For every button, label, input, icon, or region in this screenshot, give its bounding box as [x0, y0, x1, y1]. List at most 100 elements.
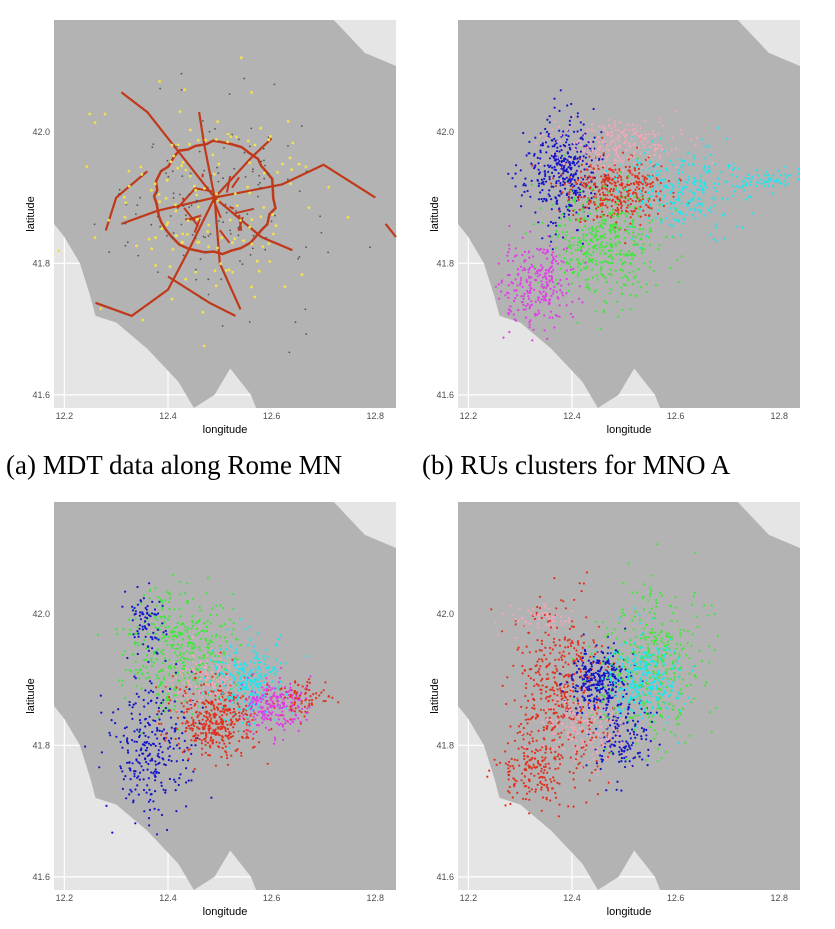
data-point-magenta — [291, 721, 295, 724]
data-point-magenta — [306, 707, 309, 710]
data-point-magenta — [536, 247, 539, 250]
data-point-yellow — [272, 232, 275, 236]
data-point-red — [230, 754, 233, 757]
data-point-blue — [592, 107, 595, 111]
data-point-blue — [563, 157, 566, 160]
data-point-red — [249, 730, 252, 733]
data-point-red — [201, 701, 204, 704]
data-point-pink — [585, 130, 588, 133]
y-tick-label: 41.6 — [436, 390, 454, 400]
data-point-red — [549, 778, 552, 781]
data-point-red — [227, 691, 230, 694]
data-point-green — [665, 235, 668, 239]
data-point-yellow — [248, 191, 252, 195]
data-point-red — [194, 739, 198, 742]
data-point-red — [234, 696, 238, 699]
data-point-cyan — [713, 186, 716, 189]
data-point-blue — [552, 185, 555, 188]
data-point-green — [611, 228, 614, 231]
data-point-cyan — [242, 686, 245, 689]
data-point-yellow — [189, 128, 192, 132]
data-point-blue — [574, 172, 577, 175]
data-point-blue — [151, 612, 154, 615]
data-point-green — [584, 252, 588, 255]
data-point-cyan — [252, 645, 256, 648]
data-point-magenta — [260, 711, 264, 714]
data-point-red — [232, 731, 235, 734]
data-point-red — [582, 582, 585, 585]
data-point-red — [595, 701, 598, 704]
data-point-red — [519, 722, 523, 726]
data-point-red — [592, 167, 595, 170]
data-point-blue — [138, 719, 142, 722]
data-point-blue — [181, 759, 185, 762]
data-point-blue — [143, 620, 147, 623]
data-point-red — [602, 213, 605, 216]
data-point-red — [595, 207, 598, 210]
data-point-cyan — [700, 189, 703, 192]
data-point-pink — [559, 179, 562, 182]
data-point-magenta — [512, 259, 515, 263]
data-point-green — [215, 633, 218, 636]
data-point-dark — [202, 120, 204, 122]
data-point-green — [577, 236, 580, 240]
data-point-red — [208, 754, 212, 757]
data-point-red — [543, 654, 546, 657]
data-point-pink — [215, 693, 218, 696]
data-point-blue — [520, 205, 523, 208]
data-point-dark — [210, 175, 213, 177]
data-point-red — [581, 659, 584, 662]
data-point-blue — [179, 773, 182, 776]
data-point-red — [204, 706, 207, 709]
data-point-red — [224, 727, 227, 730]
data-point-red — [638, 187, 641, 190]
data-point-red — [182, 705, 185, 708]
data-point-dark — [228, 93, 231, 95]
data-point-red — [521, 672, 524, 675]
data-point-cyan — [717, 126, 720, 130]
data-point-cyan — [252, 688, 255, 691]
data-point-red — [531, 715, 534, 718]
data-point-red — [539, 708, 542, 711]
data-point-cyan — [735, 185, 738, 188]
data-point-green — [595, 263, 598, 266]
data-point-red — [192, 719, 195, 722]
data-point-blue — [161, 690, 164, 693]
data-point-cyan — [692, 198, 695, 202]
data-point-magenta — [250, 690, 253, 693]
data-point-dark — [273, 83, 276, 86]
data-point-green — [140, 642, 143, 645]
data-point-green — [135, 685, 138, 688]
data-point-red — [212, 704, 216, 707]
data-point-red — [615, 221, 618, 224]
data-point-green — [573, 208, 576, 211]
data-point-blue — [553, 97, 556, 100]
data-point-blue — [157, 808, 160, 811]
data-point-red — [211, 675, 214, 678]
data-point-green — [212, 660, 215, 663]
data-point-blue — [566, 138, 569, 141]
data-point-red — [558, 782, 561, 785]
data-point-red — [636, 174, 639, 178]
data-point-green — [150, 622, 153, 625]
data-point-green — [623, 274, 626, 277]
data-point-pink — [590, 122, 594, 125]
data-point-green — [617, 199, 620, 202]
data-point-green — [530, 183, 533, 186]
data-point-red — [629, 222, 632, 225]
data-point-red — [532, 678, 535, 682]
data-point-dark — [229, 229, 232, 232]
data-point-red — [337, 701, 340, 704]
data-point-blue — [576, 191, 579, 194]
data-point-blue — [161, 730, 164, 733]
data-point-red — [591, 736, 594, 739]
data-point-pink — [616, 137, 619, 140]
data-point-red — [520, 746, 523, 749]
data-point-magenta — [300, 707, 304, 710]
data-point-dark — [169, 215, 172, 217]
data-point-blue — [563, 166, 566, 169]
data-point-cyan — [702, 189, 705, 192]
data-point-cyan — [252, 694, 255, 697]
data-point-red — [213, 733, 216, 736]
data-point-red — [562, 705, 565, 708]
